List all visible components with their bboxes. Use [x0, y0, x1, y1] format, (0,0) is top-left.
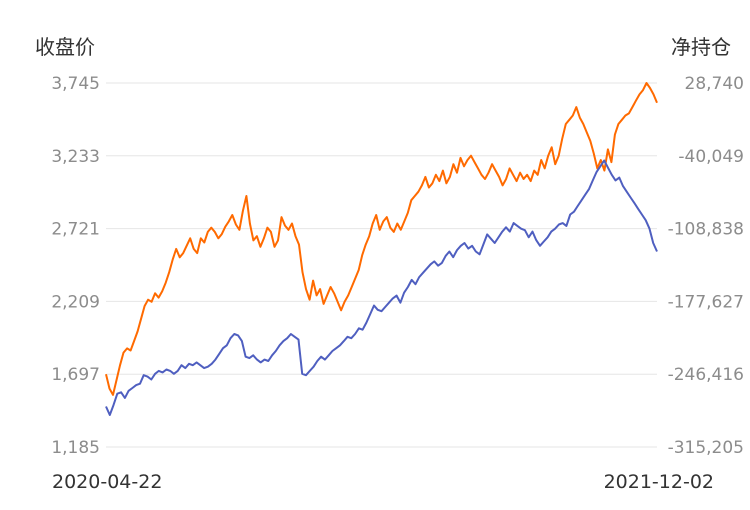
gridlines	[106, 82, 657, 448]
series-line-left-axis	[105, 159, 658, 416]
x-axis-end-label: 2021-12-02	[604, 471, 714, 493]
right-tick-label: -108,838	[668, 220, 744, 240]
left-axis-ticks: 1,185 1,697 2,209 2,721 3,233 3,745	[51, 74, 100, 458]
series-lines	[105, 82, 658, 416]
right-tick-label: 28,740	[685, 74, 744, 94]
left-axis-title: 收盘价	[35, 35, 95, 59]
right-tick-label: -246,416	[668, 365, 744, 385]
x-axis-start-label: 2020-04-22	[52, 471, 162, 493]
right-axis-ticks: -315,205 -246,416 -177,627 -108,838 -40,049 2…	[668, 74, 744, 458]
left-tick-label: 1,185	[51, 438, 100, 458]
left-tick-label: 2,209	[51, 292, 100, 312]
right-tick-label: -177,627	[668, 292, 744, 312]
left-tick-label: 1,697	[51, 365, 100, 385]
right-tick-label: -315,205	[668, 438, 744, 458]
right-axis-title: 净持仓	[671, 35, 731, 59]
left-tick-label: 3,233	[51, 147, 100, 167]
series-line-right-axis	[105, 82, 658, 396]
left-tick-label: 2,721	[51, 220, 100, 240]
right-tick-label: -40,049	[678, 147, 744, 167]
left-tick-label: 3,745	[51, 74, 100, 94]
